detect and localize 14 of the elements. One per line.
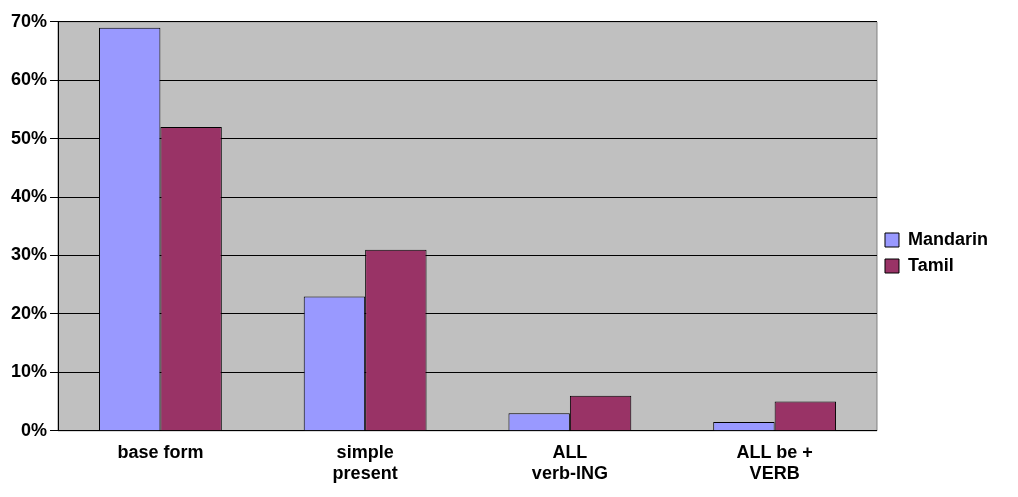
legend-label: Tamil — [907, 254, 954, 275]
y-tick-label: 60% — [11, 69, 48, 90]
y-tick-label: 30% — [11, 244, 48, 265]
y-tick-label: 50% — [11, 127, 48, 148]
x-tick-label: base form — [117, 441, 204, 462]
y-tick-label: 0% — [21, 419, 48, 440]
y-tick-label: 10% — [11, 361, 48, 382]
x-tick-label: ALL verb-ING — [531, 441, 608, 484]
y-tick-label: 70% — [11, 10, 48, 31]
y-tick-label: 40% — [11, 186, 48, 207]
legend-label: Mandarin — [907, 228, 989, 249]
x-tick-label: simple present — [332, 441, 398, 484]
y-tick-label: 20% — [11, 302, 48, 323]
x-tick-label: ALL be + VERB — [736, 441, 813, 484]
